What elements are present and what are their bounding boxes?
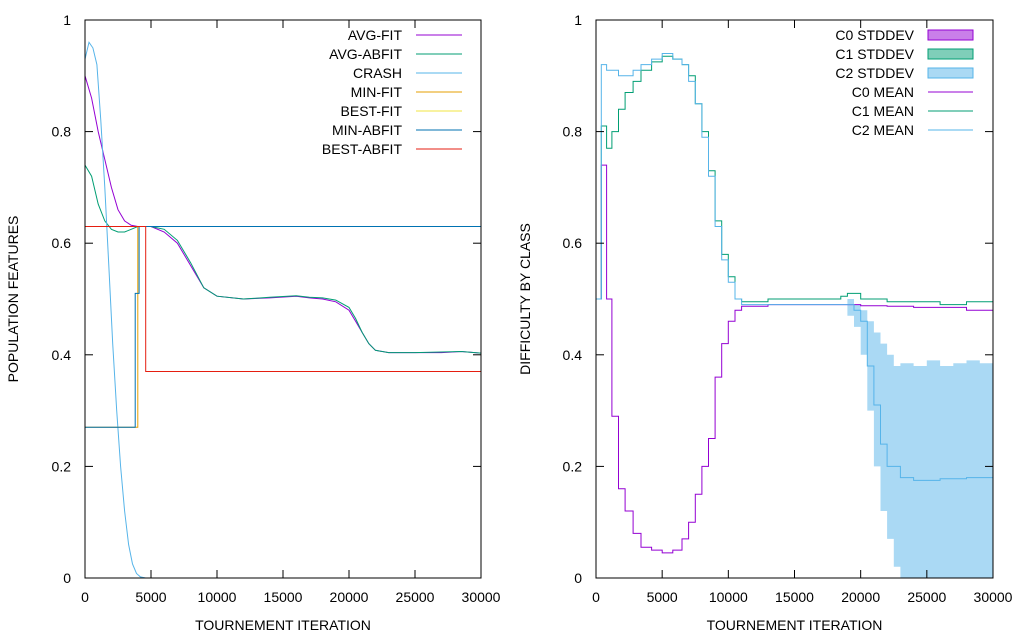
y-tick-label: 0.8 [52, 124, 72, 140]
legend-swatch [927, 48, 974, 60]
plot-frame [84, 19, 482, 579]
legend-swatch [927, 67, 974, 79]
x-axis-label: TOURNEMENT ITERATION [195, 617, 371, 633]
legend-label: C2 STDDEV [835, 65, 914, 81]
x-tick-label: 0 [592, 589, 600, 605]
legend-label: C0 MEAN [852, 84, 914, 100]
legend-label: C2 MEAN [852, 122, 914, 138]
legend-label: AVG-ABFIT [329, 46, 402, 62]
x-tick-label: 30000 [974, 589, 1013, 605]
series-line-crash [85, 41, 481, 578]
legend-label: MIN-FIT [351, 84, 403, 100]
series-line-min-fit [85, 226, 481, 428]
x-tick-label: 30000 [462, 589, 501, 605]
legend: AVG-FIT AVG-ABFIT CRASH MIN-FIT BEST-FIT MIN-… [322, 27, 462, 157]
y-tick-label: 0.2 [52, 458, 72, 474]
legend-label: C1 MEAN [852, 103, 914, 119]
x-tick-label: 25000 [396, 589, 435, 605]
legend-label: BEST-ABFIT [322, 141, 403, 157]
y-tick-label: 0.6 [52, 235, 72, 251]
x-tick-label: 0 [81, 589, 89, 605]
plot-area [596, 53, 993, 578]
y-axis-label: DIFFICULTY BY CLASS [517, 223, 533, 375]
series-line-c2-mean [596, 53, 993, 481]
y-tick-label: 0 [574, 570, 582, 586]
x-tick-label: 10000 [198, 589, 237, 605]
y-tick-label: 0.4 [563, 347, 583, 363]
chart-panel-2: 0 5000 10000 15000 20000 25000 30000 0 0.2 0.4 0.6… [517, 12, 1013, 633]
y-axis-label: POPULATION FEATURES [5, 216, 21, 383]
y-tick-label: 0 [63, 570, 71, 586]
y-tick-label: 0.2 [563, 458, 583, 474]
plot-area [85, 41, 481, 578]
series-line-min-abfit [85, 226, 481, 428]
series-line-c0-mean [596, 164, 993, 554]
x-axis-label: TOURNEMENT ITERATION [707, 617, 883, 633]
chart-panel-1: 0 5000 10000 15000 20000 25000 30000 0 0.2 0.4 0.6… [5, 12, 501, 633]
y-tick-label: 1 [574, 12, 582, 28]
series-line-avg-abfit [85, 164, 481, 354]
legend-label: MIN-ABFIT [332, 122, 402, 138]
y-tick-label: 0.6 [563, 235, 583, 251]
series-line-best-abfit [85, 226, 481, 372]
x-tick-label: 10000 [709, 589, 748, 605]
x-tick-label: 25000 [907, 589, 946, 605]
x-tick-label: 20000 [330, 589, 369, 605]
band-c2-stddev [847, 299, 993, 578]
x-tick-label: 15000 [264, 589, 303, 605]
y-tick-label: 0.8 [563, 124, 583, 140]
legend-label: C0 STDDEV [835, 27, 914, 43]
x-tick-label: 20000 [841, 589, 880, 605]
x-tick-label: 15000 [775, 589, 814, 605]
legend-label: AVG-FIT [348, 27, 403, 43]
x-tick-label: 5000 [647, 589, 678, 605]
y-tick-label: 0.4 [52, 347, 72, 363]
series-line-avg-fit [85, 75, 481, 354]
legend-label: CRASH [353, 65, 402, 81]
y-tick-label: 1 [63, 12, 71, 28]
x-tick-label: 5000 [135, 589, 166, 605]
series-line-c1-mean [596, 55, 993, 306]
legend: C0 STDDEV C1 STDDEV C2 STDDEV C0 MEAN C1 MEA… [835, 27, 974, 138]
legend-label: BEST-FIT [341, 103, 403, 119]
legend-swatch [927, 29, 974, 41]
legend-label: C1 STDDEV [835, 46, 914, 62]
